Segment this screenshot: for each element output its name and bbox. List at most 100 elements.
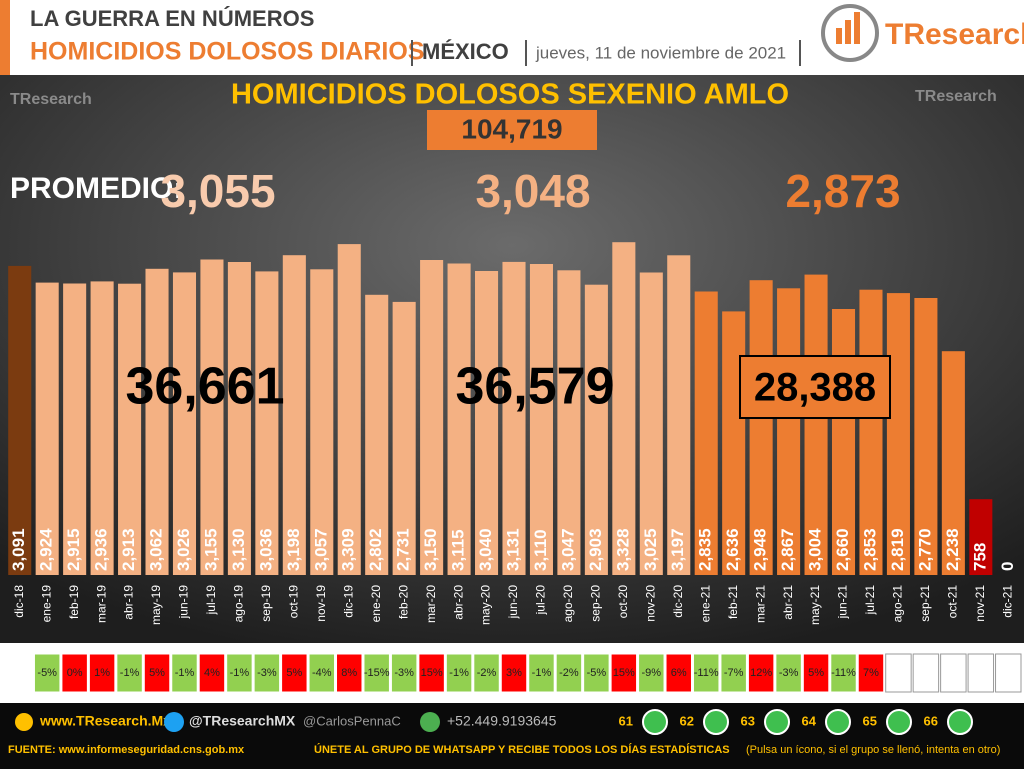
x-tick-label: nov-20 (643, 585, 657, 622)
x-tick-label: may-20 (479, 585, 493, 625)
change-label: -1% (175, 667, 195, 679)
value-label: 3,004 (806, 528, 825, 571)
bar (118, 283, 142, 575)
change-label: -1% (532, 667, 552, 679)
bar (886, 293, 910, 575)
whatsapp-icon[interactable] (825, 709, 851, 735)
change-cell (33, 653, 61, 693)
change-label: -11% (831, 667, 856, 679)
x-tick-label: feb-19 (67, 585, 81, 619)
twitter-icon[interactable] (164, 712, 184, 732)
value-label: 2,948 (751, 528, 770, 571)
value-label: 0 (998, 562, 1017, 571)
change-label: 0% (67, 667, 83, 679)
value-label: 2,731 (394, 528, 413, 571)
headline: HOMICIDIOS DOLOSOS DIARIOS (30, 38, 424, 66)
change-cell (528, 653, 555, 693)
x-tick-label: abr-20 (451, 585, 465, 620)
bar (35, 282, 59, 575)
change-label: -15% (364, 667, 390, 679)
value-label: 2,924 (37, 528, 56, 571)
kicker: LA GUERRA EN NÚMEROS (30, 6, 314, 31)
bar (749, 280, 773, 575)
change-cell (583, 653, 610, 693)
change-cell (830, 653, 857, 693)
value-label: 3,309 (339, 528, 358, 571)
bar (8, 265, 32, 575)
x-tick-label: nov-21 (973, 585, 987, 622)
change-label: -3% (394, 667, 414, 679)
bar (584, 284, 608, 575)
period-total: 36,579 (455, 358, 614, 416)
group-number: 66 (924, 713, 938, 728)
accent-strip (0, 0, 10, 75)
total-box (427, 110, 597, 150)
average: 3,055 (160, 165, 275, 217)
region: MÉXICO (422, 39, 509, 64)
whatsapp-icon[interactable] (764, 709, 790, 735)
change-cell (336, 653, 363, 693)
period-total: 36,661 (125, 358, 284, 416)
value-label: 3,091 (9, 528, 28, 571)
bar (90, 281, 114, 575)
source: FUENTE: www.informeseguridad.cns.gob.mx (8, 744, 245, 756)
value-label: 3,057 (311, 528, 330, 571)
bar (529, 264, 553, 575)
phone-icon (420, 712, 440, 732)
change-label: -3% (779, 667, 799, 679)
change-cell (198, 653, 226, 693)
change-cell (116, 653, 143, 693)
change-label: -5% (587, 667, 607, 679)
change-cell-empty (912, 653, 940, 693)
change-cell (665, 653, 692, 693)
twitter[interactable]: @TResearchMX (189, 713, 296, 729)
whatsapp-icon[interactable] (642, 709, 668, 735)
watermark: TResearch (10, 91, 92, 108)
date: jueves, 11 de noviembre de 2021 (535, 43, 786, 62)
twitter2[interactable]: @CarlosPennaC (303, 713, 401, 728)
x-tick-label: jul-21 (863, 585, 877, 616)
x-tick-label: mar-21 (753, 585, 767, 623)
bar (282, 255, 306, 575)
value-label: 2,770 (915, 528, 934, 571)
value-label: 3,025 (641, 528, 660, 571)
value-label: 3,197 (668, 528, 687, 571)
x-tick-label: dic-21 (1000, 585, 1014, 618)
change-label: -5% (37, 667, 57, 679)
change-label: 8% (341, 667, 357, 679)
change-cell (857, 653, 885, 693)
value-label: 3,036 (256, 528, 275, 571)
change-cell (308, 653, 336, 693)
change-label: -7% (724, 667, 744, 679)
website: www.TResearch.Mx (39, 713, 171, 729)
value-label: 2,819 (888, 528, 907, 571)
value-label: 2,936 (92, 528, 111, 571)
value-label: 2,915 (64, 528, 83, 571)
bar (502, 261, 526, 575)
bar (63, 283, 87, 575)
change-cell (692, 653, 720, 693)
whatsapp-icon[interactable] (703, 709, 729, 735)
x-tick-label: jun-19 (177, 585, 191, 620)
value-label: 3,131 (503, 528, 522, 571)
x-tick-label: ene-19 (39, 585, 53, 623)
whatsapp-icon[interactable] (886, 709, 912, 735)
x-tick-label: ene-21 (698, 585, 712, 623)
group-number: 65 (863, 713, 877, 728)
group-number: 62 (680, 713, 694, 728)
watermark: TResearch (915, 88, 997, 105)
value-label: 3,115 (449, 529, 468, 571)
change-label: 15% (613, 667, 635, 679)
group-number: 63 (741, 713, 755, 728)
period-total: 28,388 (754, 366, 876, 410)
invite-note: (Pulsa un ícono, si el grupo se llenó, i… (746, 744, 1000, 756)
change-label: -1% (230, 667, 250, 679)
change-label: -4% (312, 667, 332, 679)
whatsapp-icon[interactable] (947, 709, 973, 735)
change-label: -2% (559, 667, 579, 679)
x-tick-label: feb-21 (726, 585, 740, 619)
x-tick-label: sep-19 (259, 585, 273, 622)
bar (667, 255, 691, 576)
change-cell (390, 653, 418, 693)
value-label: 3,040 (476, 528, 495, 571)
